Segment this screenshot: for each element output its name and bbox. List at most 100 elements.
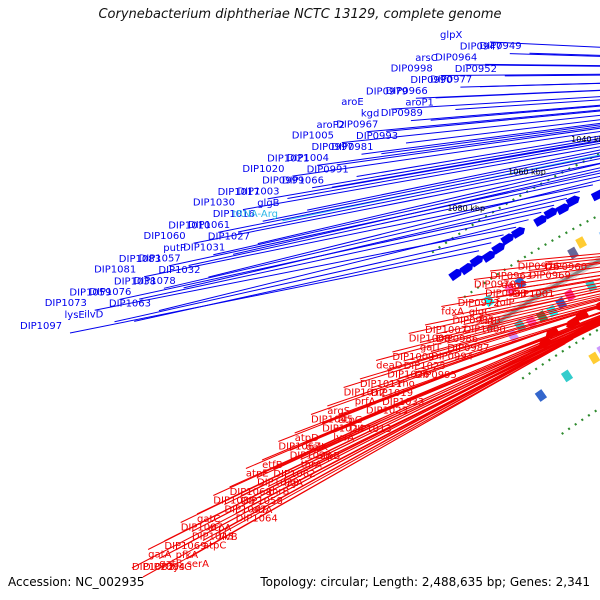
gene-label[interactable]: DIP1028 xyxy=(290,451,332,462)
gene-label[interactable]: galK xyxy=(306,442,328,453)
gene-label[interactable]: ilvD xyxy=(84,309,103,320)
gene-label[interactable]: kgd xyxy=(361,109,380,120)
gene-label[interactable]: DIP1038 xyxy=(114,276,156,287)
gene-label[interactable]: DIP1062 xyxy=(273,469,315,480)
gene-label[interactable]: DIP1001 xyxy=(512,289,554,300)
gene-label[interactable]: DIP1017 xyxy=(218,187,260,198)
gene-label[interactable]: DIP1005 xyxy=(292,131,334,142)
gene-label[interactable]: DIP1082 xyxy=(132,562,174,573)
gene-label[interactable]: DIP1033 xyxy=(382,397,424,408)
gene-label[interactable]: aroE xyxy=(341,97,363,108)
gene-label[interactable]: DIP0972 xyxy=(458,298,500,309)
gene-label[interactable]: DIP0991 xyxy=(307,165,349,176)
gene-label[interactable]: DIP0979 xyxy=(366,86,408,97)
gene-label[interactable]: DIP1019 xyxy=(371,388,413,399)
gene-label[interactable]: DIP0994 xyxy=(431,352,473,363)
gene-label[interactable]: lysE xyxy=(65,310,85,321)
gene-label[interactable]: DIP1024 xyxy=(322,424,364,435)
gene-label[interactable]: DIP1087 xyxy=(181,523,223,534)
gene-label[interactable]: ligA xyxy=(284,478,303,489)
gene-label[interactable]: DIP1004 xyxy=(287,153,329,164)
gene-label[interactable]: DIP1023 xyxy=(366,406,408,417)
gene-label[interactable]: DIP1063 xyxy=(109,299,151,310)
gene-label[interactable]: tRNA-Arg xyxy=(233,209,278,220)
gene-label[interactable]: fdxA xyxy=(441,307,464,318)
gene-label[interactable]: DIP1068 xyxy=(230,487,272,498)
gene-label[interactable]: DIP0969 xyxy=(529,271,571,282)
gene-label[interactable]: arsC xyxy=(415,53,437,64)
gene-label[interactable]: gatC xyxy=(197,514,220,525)
gene-label[interactable]: DIP1013 xyxy=(350,424,392,435)
gene-label[interactable]: DIP1026 xyxy=(387,370,429,381)
gene-label[interactable]: lysA xyxy=(333,433,354,444)
gene-label[interactable]: glgB xyxy=(257,198,279,209)
gene-label[interactable]: DIP1020 xyxy=(242,164,284,175)
gene-label[interactable]: argS xyxy=(327,406,350,417)
gene-label[interactable]: atpE xyxy=(246,469,269,480)
gene-label[interactable]: glgC xyxy=(469,307,491,318)
gene-label[interactable]: DIP1000 xyxy=(464,325,506,336)
gene-label[interactable]: lysG xyxy=(170,562,192,573)
gene-label[interactable]: DIP0952 xyxy=(455,64,497,75)
gene-label[interactable]: DIP0976 xyxy=(518,262,560,273)
gene-label[interactable]: DIP1060 xyxy=(144,231,186,242)
gene-label[interactable]: deaD xyxy=(376,361,403,372)
gene-label[interactable]: folP xyxy=(496,298,514,309)
gene-label[interactable]: DIP1012 xyxy=(344,388,386,399)
gene-label[interactable]: DIP1025 xyxy=(404,361,446,372)
gene-label[interactable]: gatB xyxy=(159,559,182,570)
gene-label[interactable]: etfA xyxy=(252,505,273,516)
gene-label[interactable]: DIP0999 xyxy=(262,176,304,187)
gene-label[interactable]: dapE xyxy=(501,280,526,291)
gene-label[interactable]: aroP2 xyxy=(317,120,346,131)
gene-label[interactable]: DIP0963 xyxy=(490,271,532,282)
gene-label[interactable]: DIP1021 xyxy=(267,153,309,164)
gene-label[interactable]: DIP1031 xyxy=(183,242,225,253)
gene-label[interactable]: DIP1083 xyxy=(119,254,161,265)
gene-label[interactable]: DIP0967 xyxy=(336,119,378,130)
gene-label[interactable]: DIP1030 xyxy=(193,198,235,209)
gene-label[interactable]: DIP0985 xyxy=(452,316,494,327)
gene-label[interactable]: DIP1073 xyxy=(45,298,87,309)
gene-label[interactable]: DIP0949 xyxy=(480,41,522,52)
gene-label[interactable]: DIP1027 xyxy=(208,232,250,243)
gene-label[interactable]: DIP0990 xyxy=(410,75,452,86)
gene-label[interactable]: DIP0995 xyxy=(415,370,457,381)
gene-labels[interactable]: glpXDIP0947DIP0949arsCDIP0964DIP0952DIP0… xyxy=(20,30,587,573)
gene-label[interactable]: serA xyxy=(187,559,209,570)
gene-label[interactable]: DIP0997 xyxy=(312,142,354,153)
gene-label[interactable]: tatB xyxy=(480,316,501,327)
gene-label[interactable]: rho xyxy=(398,379,414,390)
gene-label[interactable]: DIP1097 xyxy=(20,321,62,332)
gene-label[interactable]: DIP0947 xyxy=(460,42,502,53)
gene-label[interactable]: atpC xyxy=(203,541,226,552)
gene-label[interactable]: putP xyxy=(163,243,186,254)
gene-label[interactable]: DIP0977 xyxy=(430,75,472,86)
gene-label[interactable]: DIP0998 xyxy=(391,64,433,75)
gene-label[interactable]: DIP1076 xyxy=(89,287,131,298)
gene-label[interactable]: pfkA xyxy=(176,550,199,561)
gene-label[interactable]: atpD xyxy=(295,433,319,444)
gene-label[interactable]: DIP1029 xyxy=(257,478,299,489)
gene-label[interactable]: atpA xyxy=(208,523,231,534)
gene-label[interactable]: DIP1085 xyxy=(213,496,255,507)
gene-label[interactable]: DIP1009 xyxy=(392,352,434,363)
gene-label[interactable]: DIP1084 xyxy=(143,562,185,573)
gene-label[interactable]: gatA xyxy=(148,550,171,561)
gene-label[interactable]: DIP1010 xyxy=(168,220,210,231)
gene-label[interactable]: DIP1011 xyxy=(360,379,402,390)
gene-label[interactable]: DIP1042 xyxy=(224,505,266,516)
gene-label[interactable]: glpX xyxy=(440,30,462,41)
gene-label[interactable]: DIP0993 xyxy=(356,131,398,142)
gene-label[interactable]: DIP1003 xyxy=(237,187,279,198)
gene-label[interactable]: DIP1016 xyxy=(213,209,255,220)
gene-label[interactable]: DIP1066 xyxy=(282,175,324,186)
gene-label[interactable]: DIP1043 xyxy=(192,532,234,543)
gene-label[interactable]: DIP0970 xyxy=(474,280,516,291)
gene-label[interactable]: DIP1081 xyxy=(94,265,136,276)
gene-label[interactable]: DIP0966 xyxy=(386,86,428,97)
gene-label[interactable]: DIP0964 xyxy=(435,52,477,63)
gene-label[interactable]: DIP0987 xyxy=(447,343,489,354)
gene-label[interactable]: DIP1057 xyxy=(139,254,181,265)
gene-label[interactable]: DIP1059 xyxy=(69,288,111,299)
